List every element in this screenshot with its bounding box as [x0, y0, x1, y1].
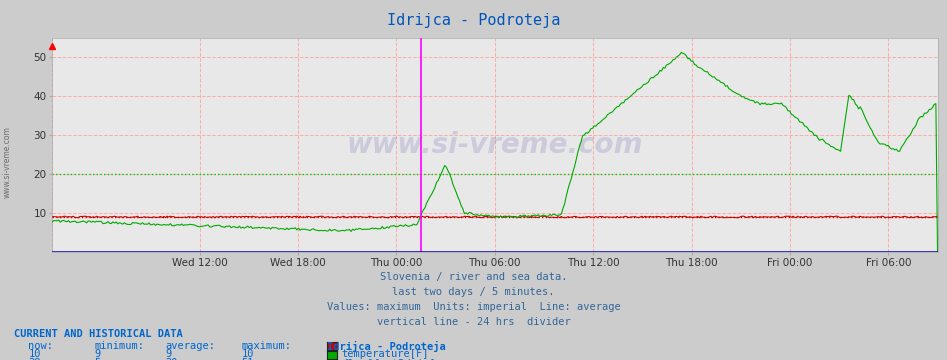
Text: CURRENT AND HISTORICAL DATA: CURRENT AND HISTORICAL DATA	[14, 329, 183, 339]
Text: now:: now:	[28, 341, 53, 351]
Text: 9: 9	[95, 349, 101, 359]
Text: www.si-vreme.com: www.si-vreme.com	[3, 126, 12, 198]
Text: Slovenia / river and sea data.: Slovenia / river and sea data.	[380, 272, 567, 282]
Text: 51: 51	[241, 358, 254, 360]
Text: Idrijca - Podroteja: Idrijca - Podroteja	[386, 13, 561, 28]
Text: 5: 5	[95, 358, 101, 360]
Text: 20: 20	[166, 358, 178, 360]
Text: Idrijca - Podroteja: Idrijca - Podroteja	[327, 341, 445, 352]
Text: temperature[F]: temperature[F]	[342, 349, 429, 359]
Text: 9: 9	[166, 349, 172, 359]
Text: vertical line - 24 hrs  divider: vertical line - 24 hrs divider	[377, 317, 570, 327]
Text: www.si-vreme.com: www.si-vreme.com	[347, 131, 643, 159]
Text: Values: maximum  Units: imperial  Line: average: Values: maximum Units: imperial Line: av…	[327, 302, 620, 312]
Text: minimum:: minimum:	[95, 341, 145, 351]
Text: 38: 38	[28, 358, 41, 360]
Text: last two days / 5 minutes.: last two days / 5 minutes.	[392, 287, 555, 297]
Text: 10: 10	[241, 349, 254, 359]
Text: maximum:: maximum:	[241, 341, 292, 351]
Text: 10: 10	[28, 349, 41, 359]
Text: flow[foot3/min]: flow[foot3/min]	[342, 358, 436, 360]
Text: average:: average:	[166, 341, 216, 351]
